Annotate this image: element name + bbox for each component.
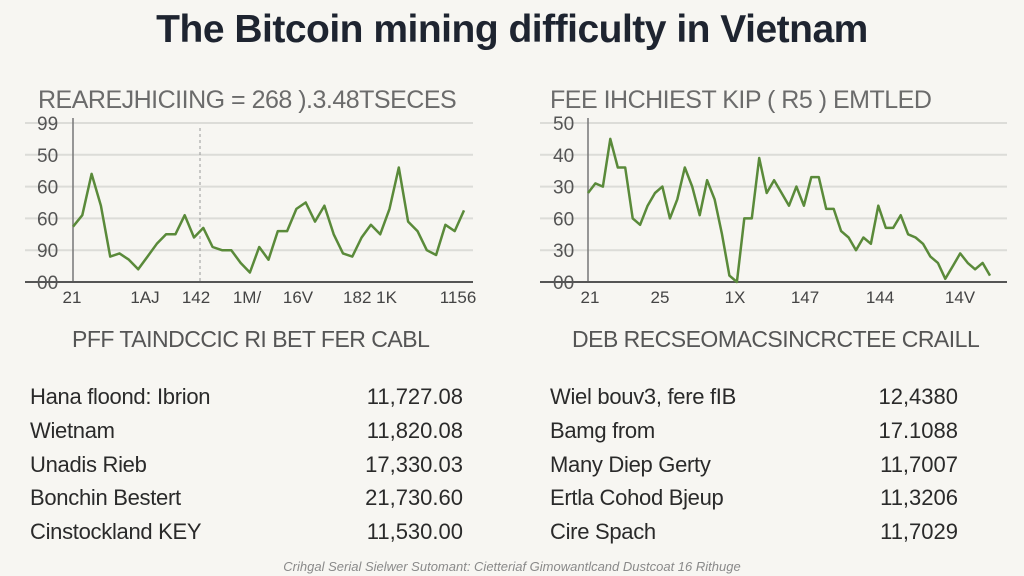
left-table-row-value: 11,530.00 [366,519,463,544]
page-title: The Bitcoin mining difficulty in Vietnam [156,8,868,51]
left-chart-title: REAREJHICIING = 268 ).3.48TSECES [38,86,457,114]
left-table-row-value: 11,727.08 [366,384,463,409]
x-tick-label: 14V [945,288,976,307]
y-tick-label: 00 [553,273,574,294]
left-table-row-value: 21,730.60 [365,485,463,510]
x-tick-label: 147 [791,288,819,307]
y-tick-label: 99 [37,114,58,135]
left-table-row-value: 11,820.08 [366,418,463,443]
footer-source: Crihgal Serial Sielwer Sutomant: Cietter… [283,559,741,574]
data-series-line [72,166,466,274]
right-table-row-label: Bamg from [550,418,655,443]
x-tick-label: 21 [581,288,600,307]
x-tick-label: 1X [725,288,746,307]
right-table-row-value: 17.1088 [878,418,958,443]
y-tick-label: 60 [553,209,574,230]
right-table-row-value: 11,3206 [880,485,958,510]
y-tick-label: 50 [37,146,58,167]
right-table-row-label: Ertla Cohod Bjeup [550,485,724,510]
x-tick-label: 144 [866,288,894,307]
x-tick-label: 1AJ [130,288,159,307]
right-table-row-value: 12,4380 [878,384,958,409]
right-table-row-value: 11,7007 [880,452,958,477]
x-tick-label: 25 [651,288,670,307]
y-tick-label: 60 [37,209,58,230]
x-tick-label: 16V [283,288,314,307]
right-chart-title: FEE IHCHIEST KIP ( R5 ) EMTLED [550,86,932,114]
y-tick-label: 90 [37,241,58,262]
left-table-row-label: Cinstockland KEY [30,519,202,544]
left-table-row-label: Hana floond: Ibrion [30,384,211,409]
right-table-row-value: 11,7029 [880,519,958,544]
x-tick-label: 182 1K [343,288,398,307]
left-table-row-value: 17,330.03 [365,452,463,477]
x-tick-label: 21 [63,288,82,307]
y-tick-label: 60 [37,178,58,199]
y-tick-label: 50 [553,114,574,135]
right-table-heading: DEB RECSEOMACSINCRCTEE CRAILL [572,326,980,352]
charts-canvas: 00 90 60 60 50 99 21 1AJ 142 1M/16V 182 1K 1156 00 30… [25,114,1007,307]
y-tick-label: 30 [553,178,574,199]
right-table-row-label: Wiel bouv3, fere fIB [550,384,736,409]
right-table-row-label: Cire Spach [550,519,656,544]
y-tick-label: 00 [37,273,58,294]
left-table-row-label: Unadis Rieb [30,452,147,477]
y-tick-label: 30 [553,241,574,262]
right-table-row-label: Many Diep Gerty [550,452,711,477]
x-tick-label: 1156 [440,288,477,307]
left-table-row-label: Wietnam [30,418,115,443]
x-tick-label: 1M/ [233,288,262,307]
left-table-row-label: Bonchin Bestert [30,485,181,510]
left-table-heading: PFF TAINDCCIC RI BET FER CABL [72,326,430,352]
x-tick-label: 142 [182,288,210,307]
data-series-line [587,137,992,284]
y-tick-label: 40 [553,146,574,167]
